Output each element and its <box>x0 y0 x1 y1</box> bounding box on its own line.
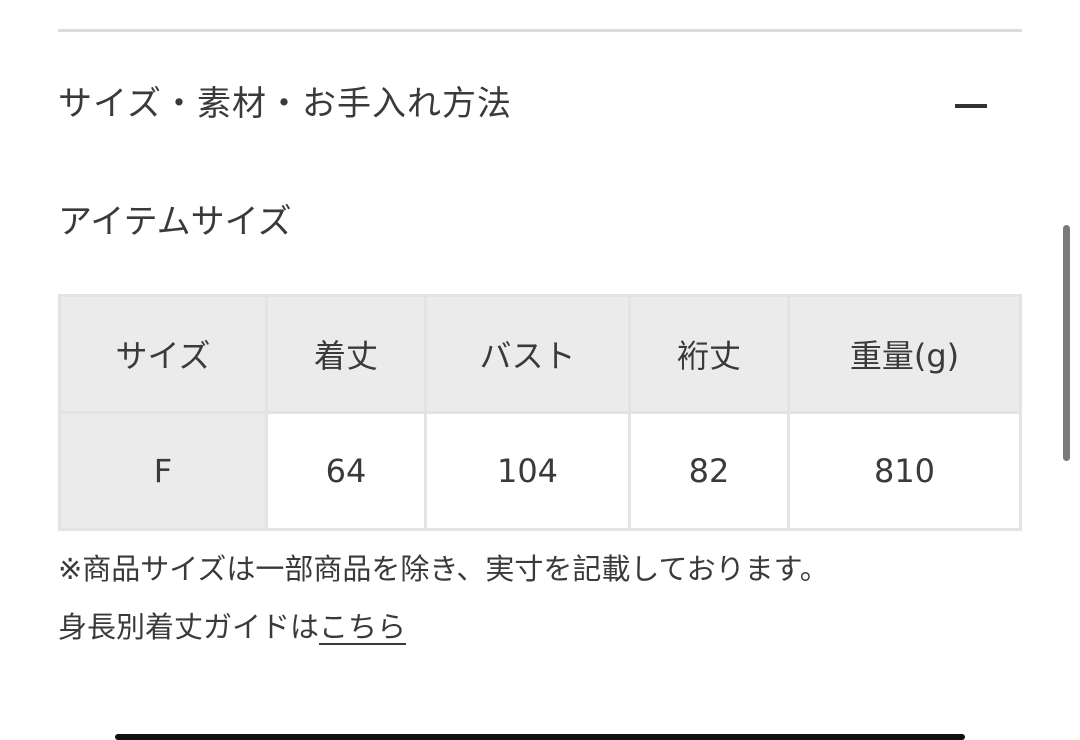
size-table: サイズ 着丈 バスト 裄丈 重量(g) F 64 104 82 810 <box>58 294 1022 531</box>
size-note: ※商品サイズは一部商品を除き、実寸を記載しております。 <box>58 552 829 586</box>
scrollbar[interactable] <box>1063 225 1070 461</box>
guide-prefix: 身長別着丈ガイドは <box>58 610 320 644</box>
guide-link[interactable]: こちら <box>319 610 407 644</box>
section-divider <box>58 29 1022 32</box>
header-sleeve: 裄丈 <box>628 294 790 414</box>
minus-icon[interactable] <box>955 104 987 108</box>
table-row: F 64 104 82 810 <box>58 411 1022 531</box>
cell-sleeve: 82 <box>628 411 790 531</box>
item-size-heading: アイテムサイズ <box>58 202 292 242</box>
header-bust: バスト <box>424 294 631 414</box>
cell-length: 64 <box>265 411 427 531</box>
cell-weight: 810 <box>787 411 1022 531</box>
cell-size: F <box>58 411 268 531</box>
header-weight: 重量(g) <box>787 294 1022 414</box>
table-header-row: サイズ 着丈 バスト 裄丈 重量(g) <box>58 294 1022 414</box>
header-size: サイズ <box>58 294 268 414</box>
home-indicator <box>115 734 965 740</box>
header-length: 着丈 <box>265 294 427 414</box>
accordion-title[interactable]: サイズ・素材・お手入れ方法 <box>58 84 512 124</box>
cell-bust: 104 <box>424 411 631 531</box>
height-guide: 身長別着丈ガイドはこちら <box>58 604 406 646</box>
